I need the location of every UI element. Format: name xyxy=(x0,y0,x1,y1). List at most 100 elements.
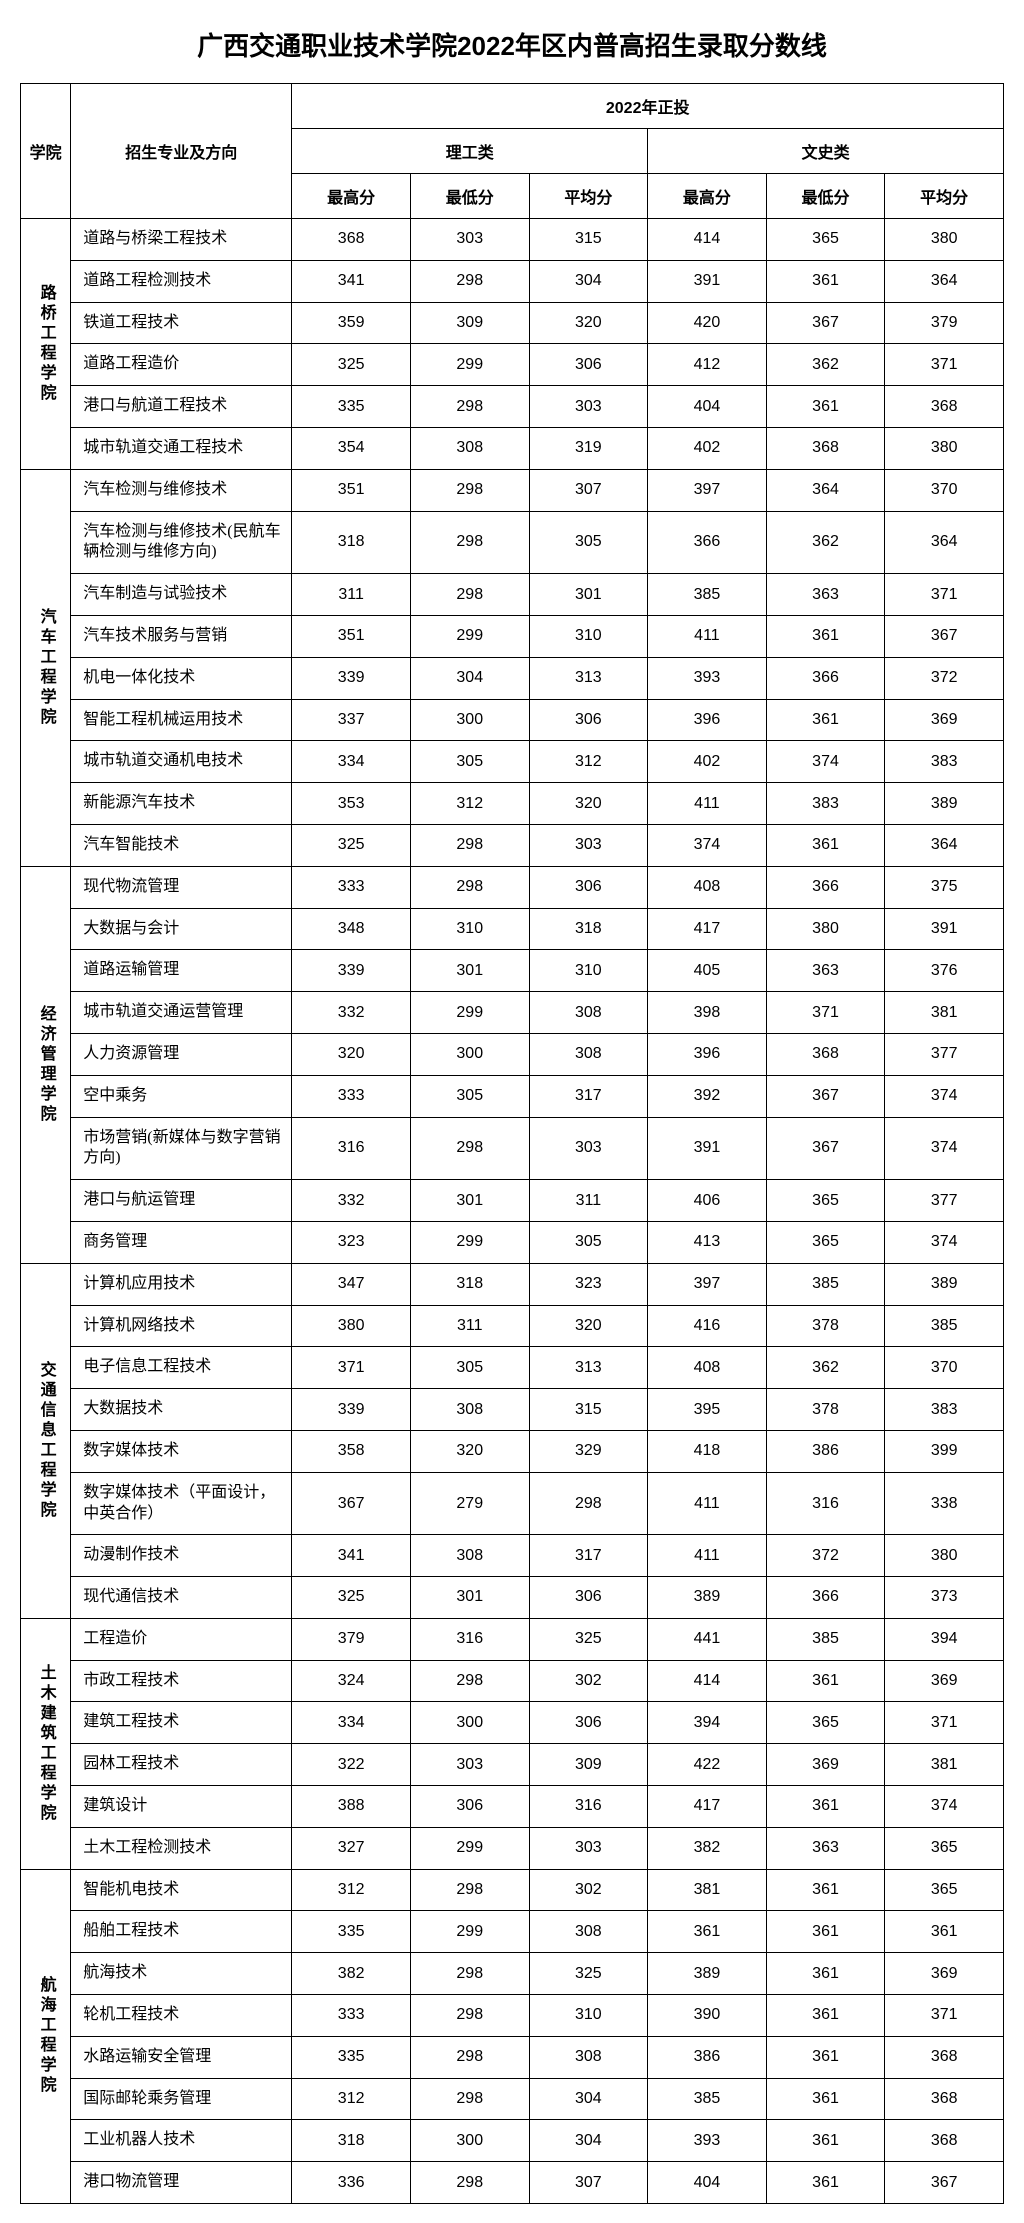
score-cell: 411 xyxy=(648,1535,767,1577)
table-row: 动漫制作技术341308317411372380 xyxy=(21,1535,1004,1577)
score-cell: 300 xyxy=(410,1033,529,1075)
score-cell: 305 xyxy=(529,1221,648,1263)
major-cell: 工程造价 xyxy=(71,1618,292,1660)
score-cell: 302 xyxy=(529,1660,648,1702)
score-cell: 329 xyxy=(529,1430,648,1472)
major-cell: 新能源汽车技术 xyxy=(71,783,292,825)
score-cell: 320 xyxy=(529,302,648,344)
score-cell: 417 xyxy=(648,1786,767,1828)
score-cell: 366 xyxy=(766,1577,885,1619)
score-cell: 374 xyxy=(766,741,885,783)
score-cell: 418 xyxy=(648,1430,767,1472)
table-row: 汽车智能技术325298303374361364 xyxy=(21,824,1004,866)
score-cell: 315 xyxy=(529,1389,648,1431)
score-cell: 411 xyxy=(648,1472,767,1535)
table-row: 建筑设计388306316417361374 xyxy=(21,1786,1004,1828)
major-cell: 港口与航道工程技术 xyxy=(71,386,292,428)
score-cell: 298 xyxy=(410,386,529,428)
score-cell: 334 xyxy=(292,1702,411,1744)
table-row: 数字媒体技术（平面设计，中英合作）367279298411316338 xyxy=(21,1472,1004,1535)
score-cell: 323 xyxy=(529,1263,648,1305)
score-cell: 308 xyxy=(529,1033,648,1075)
score-cell: 396 xyxy=(648,699,767,741)
score-cell: 422 xyxy=(648,1744,767,1786)
score-cell: 381 xyxy=(885,992,1004,1034)
score-cell: 298 xyxy=(410,574,529,616)
score-cell: 361 xyxy=(766,824,885,866)
score-cell: 306 xyxy=(529,866,648,908)
table-row: 城市轨道交通工程技术354308319402368380 xyxy=(21,427,1004,469)
score-cell: 368 xyxy=(885,386,1004,428)
score-cell: 371 xyxy=(885,574,1004,616)
score-cell: 300 xyxy=(410,2120,529,2162)
score-cell: 398 xyxy=(648,992,767,1034)
score-cell: 394 xyxy=(648,1702,767,1744)
score-cell: 335 xyxy=(292,386,411,428)
header-art-high: 最高分 xyxy=(648,174,767,219)
score-cell: 338 xyxy=(885,1472,1004,1535)
score-cell: 373 xyxy=(885,1577,1004,1619)
score-cell: 304 xyxy=(529,2078,648,2120)
score-cell: 335 xyxy=(292,1911,411,1953)
score-cell: 341 xyxy=(292,260,411,302)
score-cell: 313 xyxy=(529,657,648,699)
score-cell: 371 xyxy=(885,344,1004,386)
score-cell: 365 xyxy=(766,1180,885,1222)
score-cell: 402 xyxy=(648,427,767,469)
table-row: 智能工程机械运用技术337300306396361369 xyxy=(21,699,1004,741)
major-cell: 建筑工程技术 xyxy=(71,1702,292,1744)
major-cell: 城市轨道交通机电技术 xyxy=(71,741,292,783)
score-cell: 378 xyxy=(766,1305,885,1347)
table-row: 现代通信技术325301306389366373 xyxy=(21,1577,1004,1619)
score-cell: 311 xyxy=(410,1305,529,1347)
major-cell: 电子信息工程技术 xyxy=(71,1347,292,1389)
table-row: 市场营销(新媒体与数字营销方向)316298303391367374 xyxy=(21,1117,1004,1180)
score-cell: 361 xyxy=(766,1786,885,1828)
score-cell: 306 xyxy=(529,1577,648,1619)
score-cell: 369 xyxy=(885,699,1004,741)
score-cell: 417 xyxy=(648,908,767,950)
score-cell: 369 xyxy=(766,1744,885,1786)
score-cell: 441 xyxy=(648,1618,767,1660)
score-cell: 388 xyxy=(292,1786,411,1828)
score-cell: 300 xyxy=(410,699,529,741)
score-cell: 316 xyxy=(410,1618,529,1660)
major-cell: 水路运输安全管理 xyxy=(71,2036,292,2078)
score-cell: 383 xyxy=(885,1389,1004,1431)
table-row: 道路工程检测技术341298304391361364 xyxy=(21,260,1004,302)
score-cell: 361 xyxy=(766,1953,885,1995)
score-cell: 339 xyxy=(292,1389,411,1431)
table-row: 计算机网络技术380311320416378385 xyxy=(21,1305,1004,1347)
major-cell: 商务管理 xyxy=(71,1221,292,1263)
table-body: 路桥工程学院道路与桥梁工程技术368303315414365380道路工程检测技… xyxy=(21,219,1004,2204)
score-cell: 361 xyxy=(766,2036,885,2078)
table-row: 港口与航道工程技术335298303404361368 xyxy=(21,386,1004,428)
table-row: 数字媒体技术358320329418386399 xyxy=(21,1430,1004,1472)
score-cell: 363 xyxy=(766,950,885,992)
score-cell: 301 xyxy=(410,1577,529,1619)
table-row: 电子信息工程技术371305313408362370 xyxy=(21,1347,1004,1389)
score-cell: 301 xyxy=(529,574,648,616)
score-cell: 301 xyxy=(410,1180,529,1222)
score-cell: 323 xyxy=(292,1221,411,1263)
header-art-avg: 平均分 xyxy=(885,174,1004,219)
score-cell: 325 xyxy=(292,344,411,386)
major-cell: 现代物流管理 xyxy=(71,866,292,908)
score-cell: 298 xyxy=(410,2078,529,2120)
score-cell: 361 xyxy=(766,386,885,428)
score-cell: 364 xyxy=(885,260,1004,302)
major-cell: 道路工程造价 xyxy=(71,344,292,386)
major-cell: 智能工程机械运用技术 xyxy=(71,699,292,741)
table-row: 铁道工程技术359309320420367379 xyxy=(21,302,1004,344)
score-cell: 351 xyxy=(292,469,411,511)
score-cell: 385 xyxy=(766,1618,885,1660)
score-cell: 376 xyxy=(885,950,1004,992)
score-cell: 306 xyxy=(529,344,648,386)
score-cell: 308 xyxy=(410,427,529,469)
score-cell: 327 xyxy=(292,1827,411,1869)
major-cell: 城市轨道交通运营管理 xyxy=(71,992,292,1034)
score-cell: 411 xyxy=(648,615,767,657)
table-row: 国际邮轮乘务管理312298304385361368 xyxy=(21,2078,1004,2120)
major-cell: 工业机器人技术 xyxy=(71,2120,292,2162)
score-cell: 299 xyxy=(410,1911,529,1953)
